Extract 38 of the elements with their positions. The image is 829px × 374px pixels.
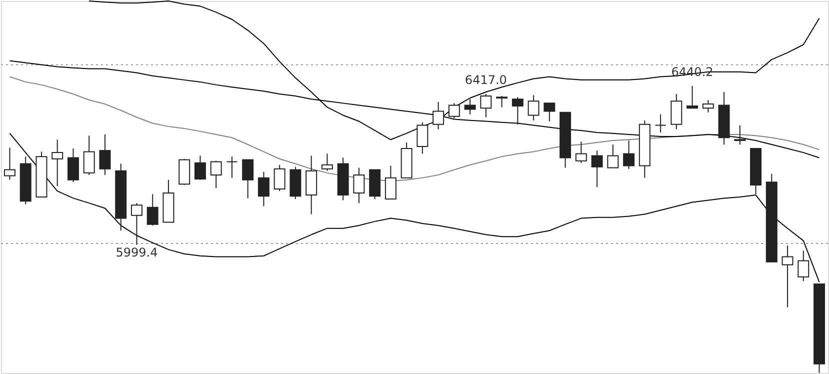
candlestick <box>798 250 810 282</box>
candlestick <box>52 139 64 187</box>
candlestick <box>591 150 603 188</box>
candlestick <box>512 96 524 125</box>
candlestick <box>544 102 556 122</box>
candlestick <box>194 155 206 180</box>
candlestick <box>353 167 365 204</box>
candlestick <box>210 160 222 189</box>
annotation: 5999.4 <box>116 246 158 260</box>
candlestick <box>623 140 635 170</box>
candlestick <box>607 144 619 168</box>
candlestick <box>242 159 254 199</box>
candlestick <box>321 153 333 172</box>
candlestick <box>274 164 286 192</box>
candlestick <box>432 102 444 130</box>
candlestick <box>226 156 238 178</box>
annotation: 6417.0 <box>464 73 507 87</box>
candlestick <box>480 94 492 118</box>
candlestick <box>654 114 666 133</box>
candlestick <box>83 135 95 176</box>
candlestick <box>686 85 698 109</box>
candlestick <box>670 94 682 130</box>
candlestick <box>575 141 587 164</box>
candlestick <box>258 171 270 207</box>
candlestick <box>448 102 460 119</box>
candlestick <box>384 165 396 200</box>
candlestick <box>416 122 428 154</box>
candlestick <box>99 134 111 176</box>
candlestick <box>464 98 476 115</box>
candlestick <box>702 100 714 113</box>
candlestick <box>67 148 79 183</box>
candlestick <box>146 194 158 226</box>
candlestick <box>4 147 16 180</box>
candlestick <box>782 245 794 308</box>
candlestick <box>496 96 508 108</box>
candlestick <box>734 124 746 146</box>
candlestick <box>130 202 142 246</box>
candlestick <box>528 94 540 121</box>
